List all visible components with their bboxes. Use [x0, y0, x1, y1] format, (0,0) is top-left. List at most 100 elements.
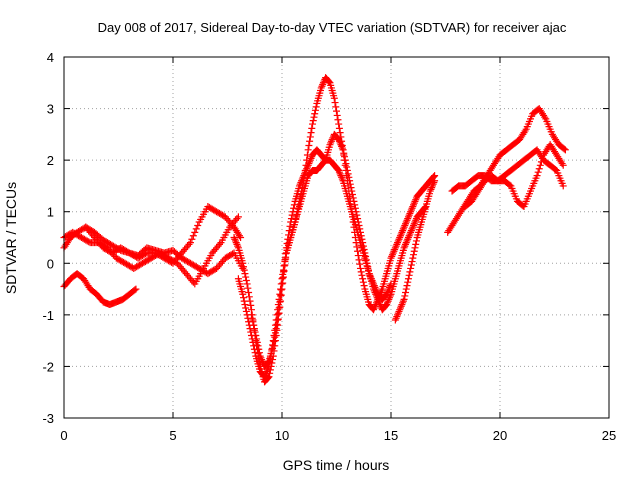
data-point [398, 228, 406, 236]
data-point [338, 175, 346, 183]
data-point [368, 276, 376, 284]
data-point [383, 290, 391, 298]
data-point [311, 110, 319, 118]
series-track-11 [461, 141, 567, 211]
data-point [411, 244, 419, 252]
data-point [412, 216, 420, 224]
data-point [231, 235, 239, 243]
data-point [338, 144, 346, 152]
series-track-2 [60, 213, 242, 288]
data-point [334, 116, 342, 124]
data-point [230, 234, 238, 241]
data-point [406, 268, 414, 276]
data-point [253, 335, 261, 343]
data-point [345, 173, 353, 181]
data-point [279, 274, 287, 282]
data-point [560, 145, 568, 153]
data-point [299, 173, 307, 181]
data-point [356, 260, 364, 268]
data-point [336, 139, 344, 147]
data-point [327, 137, 335, 145]
data-point [402, 218, 410, 226]
data-point [309, 117, 317, 125]
data-point [357, 268, 365, 276]
data-point [231, 237, 239, 245]
data-point [252, 331, 260, 339]
data-point [410, 220, 418, 228]
data-point [186, 239, 194, 247]
data-point [283, 240, 291, 248]
data-point [404, 275, 412, 283]
data-point [351, 201, 359, 209]
data-point [404, 215, 412, 223]
data-point [399, 299, 407, 307]
series-track-3 [60, 270, 140, 309]
data-point [407, 206, 415, 214]
data-point [395, 235, 403, 243]
x-tick-label: 20 [493, 428, 507, 443]
data-point [426, 187, 434, 195]
data-point [344, 170, 352, 178]
x-tick-labels: 0 5 10 15 20 25 [60, 428, 616, 443]
data-point [400, 295, 408, 303]
data-point [339, 146, 347, 154]
data-point [194, 221, 202, 229]
data-point [325, 77, 333, 85]
data-point [360, 282, 368, 290]
data-point [241, 301, 249, 309]
data-point [300, 172, 308, 180]
data-point [408, 225, 416, 233]
data-point [539, 154, 547, 162]
data-point [328, 136, 336, 144]
data-point [288, 211, 296, 219]
data-point [245, 293, 253, 301]
data-point [284, 235, 292, 243]
data-point [359, 278, 367, 286]
data-point [308, 124, 316, 132]
data-point [311, 106, 319, 114]
data-point [234, 213, 242, 221]
data-point [262, 369, 270, 377]
data-point [255, 345, 263, 353]
data-point [534, 168, 542, 176]
data-point [370, 280, 378, 288]
data-point [258, 356, 266, 364]
data-point [400, 223, 408, 231]
data-point [277, 286, 285, 294]
data-point [306, 156, 314, 164]
series-track-7 [247, 146, 395, 370]
data-point [393, 313, 401, 321]
data-point [272, 325, 280, 333]
data-point [263, 368, 271, 376]
x-axis-label: GPS time / hours [283, 457, 390, 473]
data-point [191, 228, 199, 236]
data-point [410, 199, 418, 207]
data-point [409, 223, 417, 231]
data-point [276, 298, 284, 306]
data-point [264, 358, 272, 366]
data-point [396, 234, 404, 241]
data-point [335, 137, 343, 145]
data-point [280, 262, 288, 270]
data-point [333, 111, 341, 119]
data-point [234, 242, 242, 250]
data-point [274, 306, 282, 314]
data-point [405, 232, 413, 240]
data-point [282, 244, 290, 252]
data-points [60, 74, 569, 386]
data-point [270, 338, 278, 346]
data-point [305, 160, 313, 168]
data-point [407, 208, 415, 216]
data-point [403, 237, 411, 245]
data-point [132, 285, 140, 293]
data-point [384, 297, 392, 305]
data-point [358, 271, 366, 279]
data-point [392, 242, 400, 250]
data-point [340, 153, 348, 161]
data-point [282, 250, 290, 258]
data-point [402, 220, 410, 228]
series-track-8 [391, 177, 439, 324]
data-point [353, 243, 361, 251]
data-point [404, 213, 412, 221]
